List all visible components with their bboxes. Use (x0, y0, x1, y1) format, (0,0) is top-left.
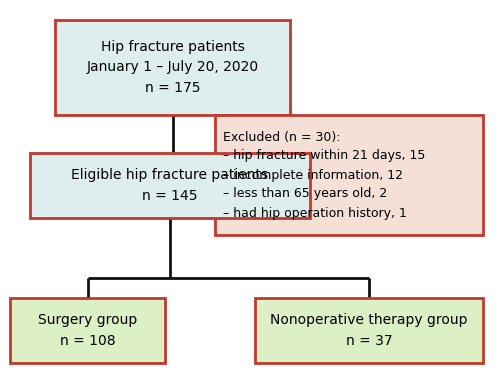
Text: Excluded (n = 30):
– hip fracture within 21 days, 15
– incomplete information, 1: Excluded (n = 30): – hip fracture within… (223, 131, 426, 219)
FancyBboxPatch shape (10, 298, 165, 363)
FancyBboxPatch shape (255, 298, 483, 363)
Text: Hip fracture patients
January 1 – July 20, 2020
n = 175: Hip fracture patients January 1 – July 2… (86, 40, 258, 95)
FancyBboxPatch shape (30, 153, 310, 218)
Text: Nonoperative therapy group
n = 37: Nonoperative therapy group n = 37 (270, 313, 468, 348)
Text: Surgery group
n = 108: Surgery group n = 108 (38, 313, 137, 348)
Text: Eligible hip fracture patients
n = 145: Eligible hip fracture patients n = 145 (72, 168, 268, 203)
FancyBboxPatch shape (215, 115, 483, 235)
FancyBboxPatch shape (55, 20, 290, 115)
